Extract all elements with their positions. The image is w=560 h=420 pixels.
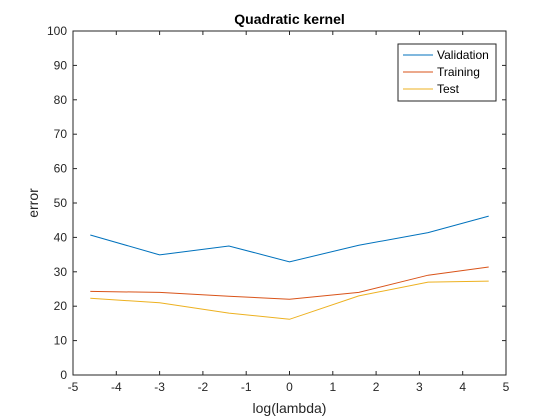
x-tick-label: -3 xyxy=(154,380,165,394)
y-tick-label: 80 xyxy=(54,93,68,107)
series-lines xyxy=(90,215,489,320)
y-axis-label: error xyxy=(25,188,41,218)
y-tick-label: 90 xyxy=(54,58,68,72)
series-line-validation xyxy=(90,215,489,263)
chart-title: Quadratic kernel xyxy=(234,11,345,27)
x-tick-label: 3 xyxy=(416,380,423,394)
legend: Validation Training Test xyxy=(397,43,497,102)
legend-label-test: Test xyxy=(437,82,460,96)
legend-label-validation: Validation xyxy=(437,48,489,62)
y-tick-label: 50 xyxy=(54,196,68,210)
x-tick-label: 4 xyxy=(459,380,466,394)
x-tick-label: -5 xyxy=(68,380,79,394)
y-tick-label: 30 xyxy=(54,265,68,279)
x-tick-label: -1 xyxy=(241,380,252,394)
x-axis-label: log(lambda) xyxy=(253,400,327,416)
x-tick-label: 5 xyxy=(503,380,510,394)
x-tick-label: 0 xyxy=(286,380,293,394)
y-tick-label: 60 xyxy=(54,162,68,176)
x-tick-label: 1 xyxy=(329,380,336,394)
y-tick-label: 100 xyxy=(47,24,67,38)
y-tick-label: 40 xyxy=(54,230,68,244)
y-tick-label: 10 xyxy=(54,334,68,348)
y-tick-label: 0 xyxy=(60,368,67,382)
x-tick-label: 2 xyxy=(373,380,380,394)
x-tick-label: -4 xyxy=(111,380,122,394)
y-tick-label: 20 xyxy=(54,299,68,313)
series-line-test xyxy=(90,280,489,320)
y-tick-label: 70 xyxy=(54,127,68,141)
x-tick-label: -2 xyxy=(198,380,209,394)
legend-label-training: Training xyxy=(437,65,480,79)
series-line-training xyxy=(90,266,489,300)
